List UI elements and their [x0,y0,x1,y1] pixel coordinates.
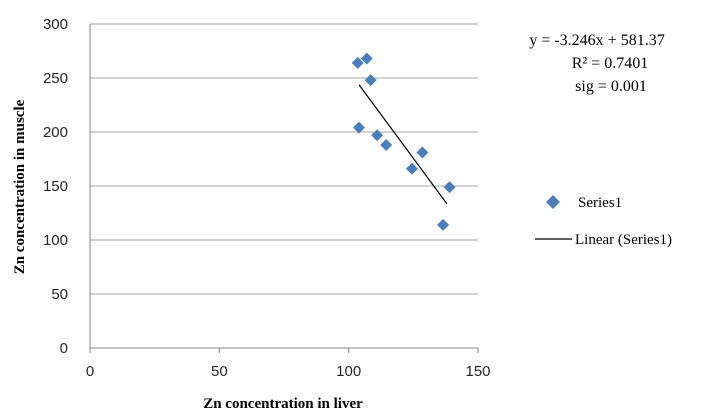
axes [89,24,479,353]
x-tick-label: 0 [86,363,94,380]
x-tick-label: 50 [211,363,228,380]
y-tick-labels: 0 50 100 150 200 250 300 [43,16,68,357]
y-axis-title: Zn concentration in muscle [12,99,28,274]
data-point [416,146,429,159]
gridlines [90,23,478,295]
y-tick-label: 300 [43,16,68,33]
y-tick-label: 150 [43,178,68,195]
legend-series-label: Series1 [578,195,622,211]
x-tick-label: 150 [465,363,490,380]
data-point [443,181,456,194]
x-tick-label: 100 [336,363,361,380]
data-point [437,218,450,231]
data-point [406,162,419,175]
legend-trendline-label: Linear (Series1) [575,232,672,248]
data-point [380,138,393,151]
significance-value: sig = 0.001 [575,78,647,95]
data-point [351,56,364,69]
y-tick-label: 250 [43,70,68,87]
data-point [360,52,373,65]
y-tick-label: 50 [51,286,68,303]
y-tick-label: 100 [43,232,68,249]
data-points [351,52,456,231]
regression-equation: y = -3.246x + 581.37 [529,32,664,49]
r-squared-value: R² = 0.7401 [572,55,649,72]
data-point [353,121,366,134]
legend: Series1 Linear (Series1) [535,195,672,248]
data-point [371,129,384,142]
y-tick-label: 200 [43,124,68,141]
y-tick-label: 0 [60,340,68,357]
data-point [364,74,377,87]
trendline-group [358,84,448,205]
x-tick-labels: 0 50 100 150 [86,363,491,380]
trendline [358,84,448,205]
legend-series-marker [546,195,560,209]
x-axis-title: Zn concentration in liver [203,396,363,412]
